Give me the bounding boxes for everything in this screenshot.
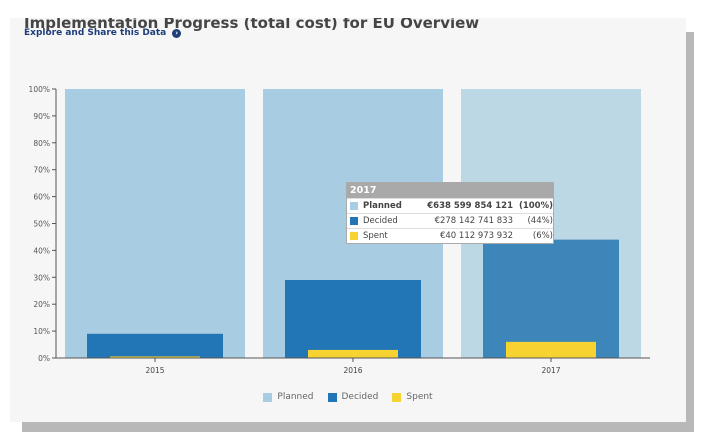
y-tick-label: 50%: [33, 220, 50, 229]
legend-swatch-planned: [263, 392, 273, 402]
legend-swatch-spent: [392, 392, 402, 402]
y-tick-label: 20%: [33, 300, 50, 309]
chart-card: Implementation Progress (total cost) for…: [10, 18, 686, 422]
tooltip-name: Spent: [363, 231, 388, 241]
y-tick-label: 60%: [33, 193, 50, 202]
tooltip-swatch-planned: [350, 202, 358, 210]
bar-decided-2016: [285, 279, 421, 358]
y-tick-label: 10%: [33, 327, 50, 336]
y-tick-label: 40%: [33, 246, 50, 255]
y-tick-label: 90%: [33, 112, 50, 121]
explore-share-link[interactable]: Explore and Share this Data ›: [24, 28, 182, 38]
chart-title: Implementation Progress (total cost) for…: [24, 18, 480, 32]
legend-swatch-decided: [327, 392, 337, 402]
chart-legend: Planned Decided Spent: [10, 392, 686, 402]
bar-planned-2015: [65, 89, 245, 358]
bar-spent-2017: [506, 341, 596, 358]
bar-decided-2015: [87, 333, 223, 358]
tooltip-row-planned: Planned €638 599 854 121 (100%): [347, 198, 553, 213]
tooltip-pct: (6%): [532, 231, 553, 241]
legend-label-spent[interactable]: Spent: [406, 392, 433, 402]
tooltip-swatch-decided: [350, 217, 358, 225]
bar-spent-2015: [110, 356, 200, 358]
y-tick-label: 100%: [29, 85, 50, 94]
tooltip-name: Planned: [363, 201, 402, 211]
y-tick-label: 30%: [33, 273, 50, 282]
legend-item-spent[interactable]: Spent: [392, 392, 433, 402]
legend-label-decided[interactable]: Decided: [341, 392, 379, 402]
bar-decided-2017: [483, 239, 619, 358]
tooltip-category: 2017: [347, 183, 553, 198]
legend-label-planned[interactable]: Planned: [277, 392, 314, 402]
chart-tooltip: 2017 Planned €638 599 854 121 (100%) Dec…: [346, 182, 554, 244]
y-tick-label: 70%: [33, 166, 50, 175]
x-tick-label: 2016: [343, 366, 362, 375]
tooltip-row-decided: Decided €278 142 741 833 (44%): [347, 213, 553, 228]
tooltip-pct: (44%): [527, 216, 553, 226]
arrow-right-circle-icon[interactable]: ›: [172, 28, 182, 38]
legend-item-decided[interactable]: Decided: [327, 392, 379, 402]
tooltip-value: €278 142 741 833: [434, 216, 513, 226]
tooltip-value: €638 599 854 121: [427, 201, 513, 211]
y-tick-label: 80%: [33, 139, 50, 148]
x-tick-label: 2017: [541, 366, 560, 375]
bar-spent-2016: [308, 349, 398, 358]
tooltip-value: €40 112 973 932: [439, 231, 513, 241]
tooltip-swatch-spent: [350, 232, 358, 240]
legend-item-planned[interactable]: Planned: [263, 392, 314, 402]
tooltip-pct: (100%): [518, 201, 553, 211]
x-tick-label: 2015: [145, 366, 164, 375]
tooltip-row-spent: Spent €40 112 973 932 (6%): [347, 228, 553, 243]
explore-share-label[interactable]: Explore and Share this Data: [24, 28, 167, 38]
y-tick-label: 0%: [38, 354, 50, 363]
tooltip-name: Decided: [363, 216, 398, 226]
